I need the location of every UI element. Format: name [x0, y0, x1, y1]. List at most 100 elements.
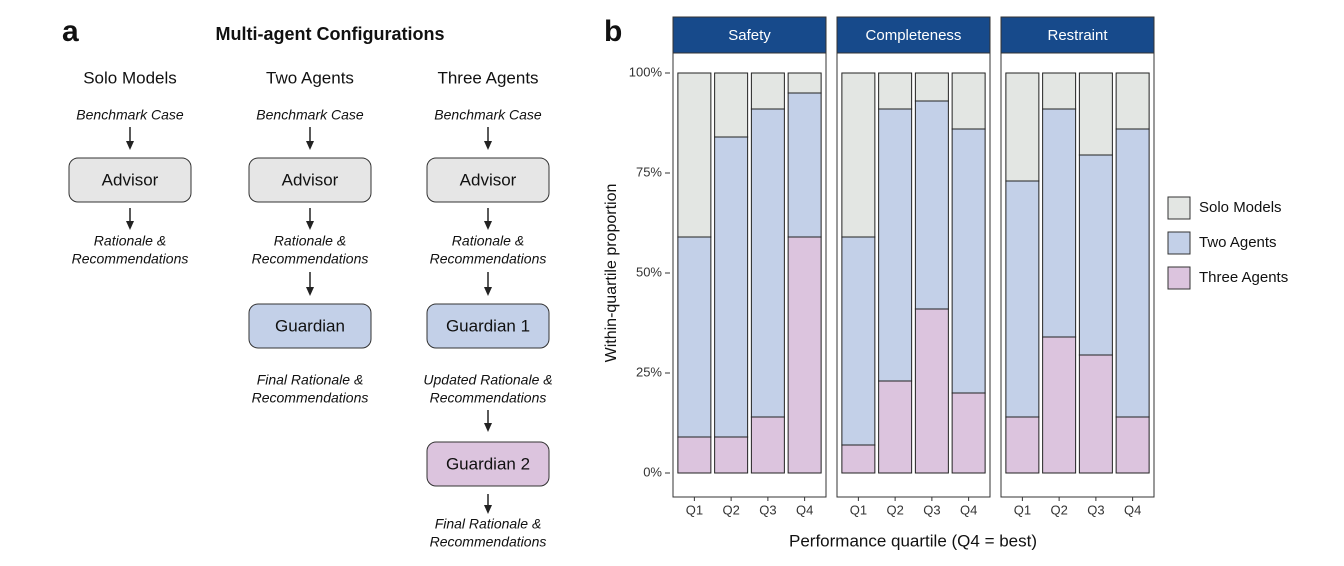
- agent-box: [426, 157, 550, 203]
- bar-segment: [841, 72, 876, 238]
- agent-label: Guardian 1: [446, 316, 530, 335]
- bar-segment: [914, 100, 949, 310]
- legend-label: Solo Models: [1199, 199, 1282, 216]
- flow-text: Benchmark Case: [434, 107, 542, 123]
- agent-box: [248, 157, 372, 203]
- panel-border: [672, 52, 827, 498]
- diagram-title: Multi-agent Configurations: [216, 24, 445, 44]
- y-tick-label: 75%: [636, 164, 662, 179]
- bar-segment: [714, 72, 749, 138]
- y-tick-label: 100%: [629, 64, 663, 79]
- column-header: Solo Models: [83, 68, 177, 87]
- y-axis-label: Within-quartile proportion: [603, 184, 620, 363]
- bar-segment: [1005, 416, 1040, 474]
- flow-text: Rationale &: [94, 233, 166, 249]
- bar-segment: [750, 416, 785, 474]
- facet-title: Completeness: [866, 27, 962, 44]
- flow-text: Rationale &: [274, 233, 346, 249]
- flow-text: Recommendations: [72, 251, 189, 267]
- y-tick-label: 0%: [643, 464, 662, 479]
- bar-segment: [1042, 108, 1077, 338]
- x-axis-label: Performance quartile (Q4 = best): [789, 531, 1037, 550]
- x-tick-label: Q1: [850, 502, 867, 517]
- agent-box: [426, 303, 550, 349]
- flow-text: Benchmark Case: [256, 107, 364, 123]
- bar-segment: [714, 136, 749, 438]
- bar-segment: [1078, 154, 1113, 356]
- legend-label: Three Agents: [1199, 269, 1288, 286]
- facet-strip: [672, 16, 827, 54]
- bar-segment: [1115, 128, 1150, 418]
- bar-segment: [677, 236, 712, 438]
- panel-border: [836, 52, 991, 498]
- agent-label: Advisor: [282, 170, 339, 189]
- flow-text: Updated Rationale &: [423, 372, 552, 388]
- column-header: Two Agents: [266, 68, 354, 87]
- x-tick-label: Q1: [1014, 502, 1031, 517]
- bar-segment: [951, 128, 986, 394]
- bar-segment: [1115, 72, 1150, 130]
- x-tick-label: Q4: [796, 502, 813, 517]
- legend-swatch: [1167, 196, 1191, 220]
- flow-text: Recommendations: [430, 251, 547, 267]
- agent-label: Advisor: [460, 170, 517, 189]
- y-tick-label: 50%: [636, 264, 662, 279]
- bar-segment: [750, 108, 785, 418]
- agent-label: Guardian: [275, 316, 345, 335]
- x-tick-label: Q1: [686, 502, 703, 517]
- bar-segment: [1005, 180, 1040, 418]
- x-tick-label: Q3: [923, 502, 940, 517]
- bar-segment: [787, 236, 822, 474]
- bar-segment: [787, 92, 822, 238]
- arrow-head: [484, 505, 492, 514]
- bar-segment: [1005, 72, 1040, 182]
- legend-label: Two Agents: [1199, 234, 1277, 251]
- flow-text: Recommendations: [430, 390, 547, 406]
- flow-text: Recommendations: [252, 390, 369, 406]
- agent-label: Advisor: [102, 170, 159, 189]
- flow-text: Final Rationale &: [435, 516, 542, 532]
- bar-segment: [914, 308, 949, 474]
- bar-segment: [750, 72, 785, 110]
- bar-segment: [914, 72, 949, 102]
- bar-segment: [1078, 72, 1113, 156]
- agent-box: [248, 303, 372, 349]
- bar-segment: [1042, 336, 1077, 474]
- bar-segment: [878, 380, 913, 474]
- y-tick-label: 25%: [636, 364, 662, 379]
- column-header: Three Agents: [437, 68, 538, 87]
- arrow-head: [484, 423, 492, 432]
- facet-title: Safety: [728, 27, 771, 44]
- x-tick-label: Q2: [722, 502, 739, 517]
- x-tick-label: Q3: [759, 502, 776, 517]
- x-tick-label: Q2: [1050, 502, 1067, 517]
- legend-swatch: [1167, 231, 1191, 255]
- x-tick-label: Q4: [960, 502, 977, 517]
- bar-segment: [1078, 354, 1113, 474]
- bar-segment: [1042, 72, 1077, 110]
- flow-text: Final Rationale &: [257, 372, 364, 388]
- bar-segment: [841, 236, 876, 446]
- arrow-head: [306, 221, 314, 230]
- bar-segment: [787, 72, 822, 94]
- agent-label: Guardian 2: [446, 454, 530, 473]
- bar-segment: [951, 72, 986, 130]
- bar-segment: [878, 108, 913, 382]
- arrow-head: [126, 141, 134, 150]
- panel-label: a: [62, 15, 79, 48]
- x-tick-label: Q3: [1087, 502, 1104, 517]
- facet-strip: [1000, 16, 1155, 54]
- agent-box: [68, 157, 192, 203]
- agent-box: [426, 441, 550, 487]
- bar-segment: [1115, 416, 1150, 474]
- x-tick-label: Q2: [886, 502, 903, 517]
- legend-swatch: [1167, 266, 1191, 290]
- flow-text: Rationale &: [452, 233, 524, 249]
- arrow-head: [484, 221, 492, 230]
- flow-text: Recommendations: [252, 251, 369, 267]
- flow-text: Benchmark Case: [76, 107, 184, 123]
- panel-label: b: [604, 15, 622, 48]
- arrow-head: [126, 221, 134, 230]
- flow-text: Recommendations: [430, 534, 547, 550]
